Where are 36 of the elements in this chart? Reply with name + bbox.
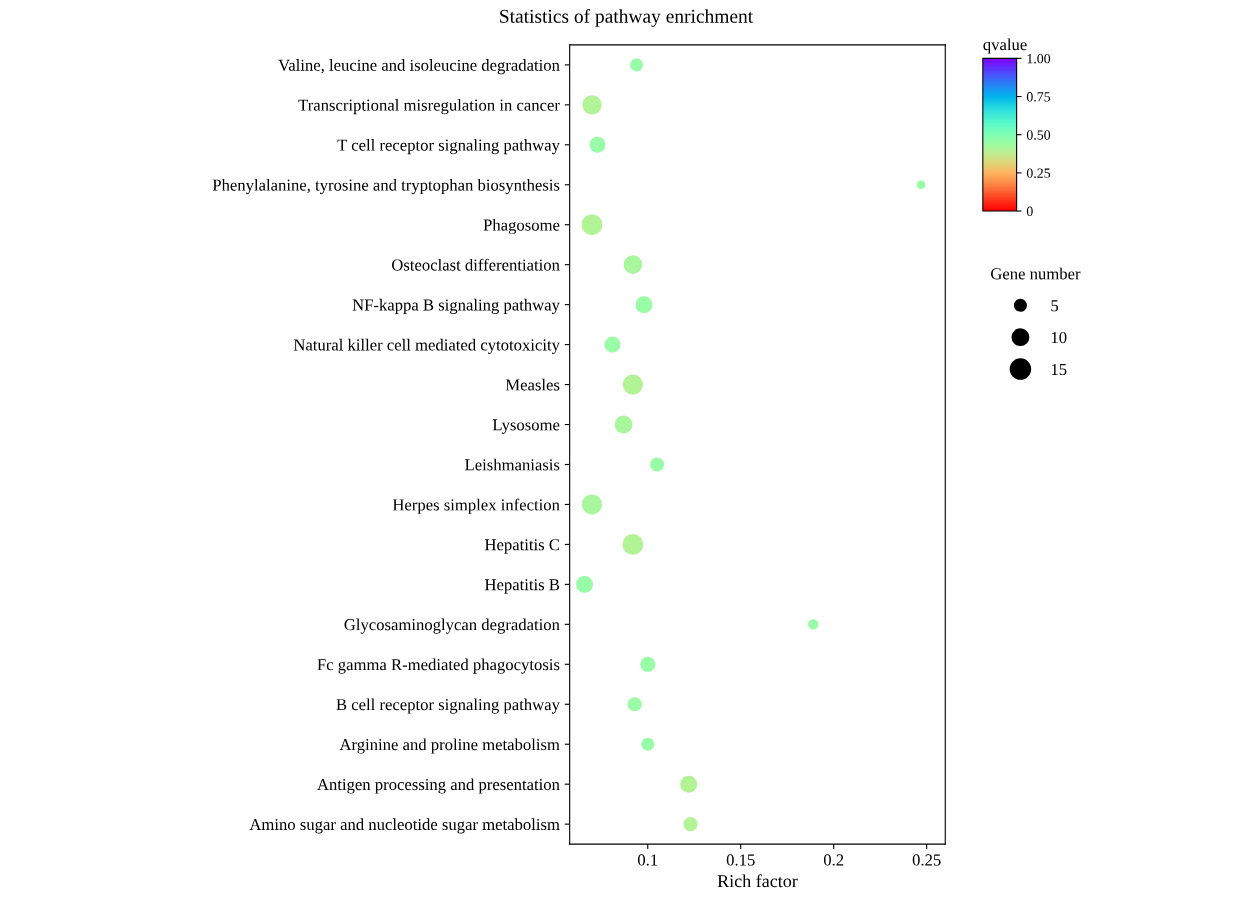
- y-tick-label: Measles: [505, 378, 560, 391]
- color-bar-label: 0.50: [1026, 130, 1051, 140]
- color-bar-label: 0.25: [1026, 168, 1051, 178]
- y-tick-label: Hepatitis B: [484, 579, 560, 594]
- y-tick-label: Antigen processing and presentation: [317, 778, 560, 794]
- legend-label: 10: [1051, 331, 1067, 344]
- x-axis-title: Rich factor: [717, 874, 798, 888]
- y-tick-label: Phenylalanine, tyrosine and tryptophan biosynthesis: [212, 178, 560, 195]
- y-tick-label: Fc gamma R-mediated phagocytosis: [317, 658, 560, 674]
- y-tick-label: Lysosome: [492, 419, 560, 434]
- y-tick-label: T cell receptor signaling pathway: [337, 139, 560, 155]
- y-tick-label: B cell receptor signaling pathway: [336, 698, 560, 714]
- x-tick-label: 0.15: [726, 854, 755, 866]
- x-tick-label: 0.25: [912, 854, 941, 866]
- legend-label: 5: [1051, 300, 1059, 312]
- y-tick-label: Leishmaniasis: [465, 458, 560, 471]
- y-tick-label: Amino sugar and nucleotide sugar metabolism: [249, 818, 560, 834]
- y-tick-label: Arginine and proline metabolism: [339, 738, 560, 754]
- color-bar-label: 0.75: [1026, 92, 1051, 102]
- y-tick-label: Osteoclast differentiation: [391, 258, 560, 271]
- y-tick-label: Natural killer cell mediated cytotoxicity: [293, 338, 560, 354]
- y-tick-label: Glycosaminoglycan degradation: [344, 618, 560, 634]
- color-bar-title: qvalue: [983, 38, 1027, 54]
- x-tick-label: 0.2: [823, 854, 844, 866]
- color-bar-label: 0: [1026, 206, 1033, 216]
- y-tick-label: Valine, leucine and isoleucine degradation: [278, 59, 560, 75]
- y-tick-label: Transcriptional misregulation in cancer: [298, 99, 560, 115]
- legend-label: 15: [1051, 363, 1067, 376]
- y-tick-label: Phagosome: [483, 218, 560, 235]
- y-tick-label: NF-kappa B signaling pathway: [352, 298, 560, 315]
- legend-title: Gene number: [990, 267, 1081, 280]
- x-tick-label: 0.1: [637, 854, 658, 866]
- color-bar-label: 1.00: [1027, 53, 1051, 64]
- y-tick-label: Hepatitis C: [484, 539, 560, 554]
- y-tick-label: Herpes simplex infection: [392, 498, 560, 514]
- chart-title: Statistics of pathway enrichment: [500, 8, 754, 27]
